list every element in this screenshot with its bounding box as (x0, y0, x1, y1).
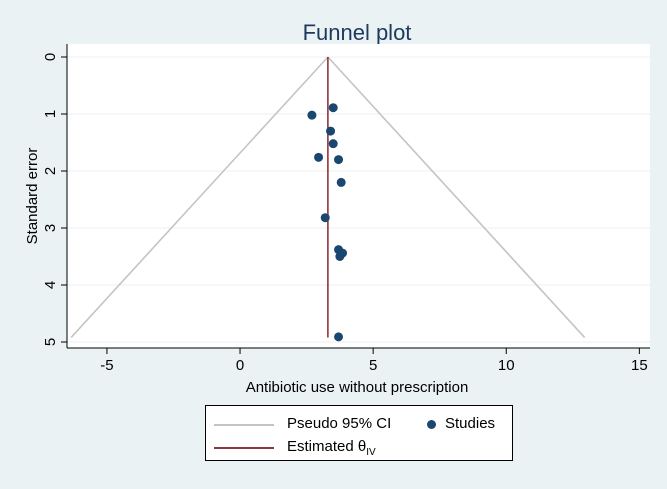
study-marker-3 (328, 139, 338, 149)
study-marker-1 (307, 110, 317, 120)
x-axis-label: Antibiotic use without prescription (246, 379, 469, 396)
study-marker-0 (328, 103, 338, 113)
legend-studies-label: Studies (445, 415, 496, 432)
legend-ci-label: Pseudo 95% CI (287, 415, 392, 432)
grid-lines (67, 56, 650, 343)
legend-estimate-subscript: IV (366, 447, 376, 458)
plot-area (67, 44, 650, 348)
y-tick-label-1: 1 (42, 110, 59, 118)
y-tick-label-3: 3 (42, 224, 59, 232)
study-marker-10 (335, 252, 345, 261)
legend-studies-swatch (427, 420, 436, 429)
study-marker-2 (326, 126, 336, 136)
study-marker-11 (334, 332, 344, 342)
y-tick-label-0: 0 (42, 53, 59, 61)
y-tick-label-4: 4 (42, 281, 59, 289)
study-marker-6 (336, 177, 346, 187)
chart-title: Funnel plot (303, 20, 412, 45)
ci-line-right (327, 56, 586, 338)
x-tick-label-4: 15 (631, 357, 648, 374)
y-axis-label: Standard error (24, 148, 41, 245)
legend-estimate-text: Estimated θ (287, 438, 367, 455)
study-marker-4 (334, 155, 344, 165)
ci-lines (70, 56, 586, 338)
y-tick-label-2: 2 (42, 167, 59, 175)
ci-line-left (70, 56, 329, 338)
legend-estimate-label: Estimated θIV (287, 438, 376, 458)
x-tick-label-0: -5 (100, 357, 113, 374)
y-axis: 0 1 2 3 4 5 (42, 44, 68, 348)
legend-ci-swatch (214, 424, 274, 426)
x-tick-label-2: 5 (369, 357, 377, 374)
x-tick-label-1: 0 (236, 357, 244, 374)
x-tick-label-3: 10 (498, 357, 515, 374)
study-markers (307, 103, 348, 342)
legend: Pseudo 95% CI Studies Estimated θIV (205, 405, 513, 461)
study-marker-5 (314, 152, 324, 162)
y-tick-label-5: 5 (42, 338, 59, 346)
legend-estimate-swatch (214, 447, 274, 449)
study-marker-7 (320, 213, 330, 223)
x-axis: -5 0 5 10 15 (67, 347, 650, 374)
